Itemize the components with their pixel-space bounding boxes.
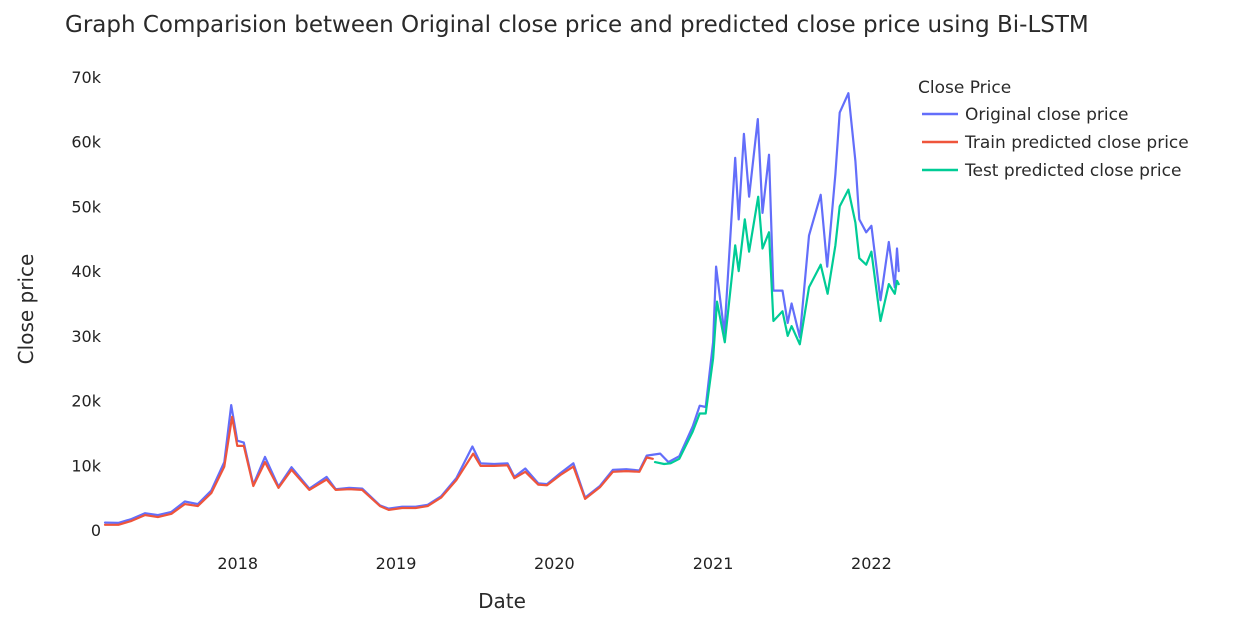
x-tick-label: 2020	[534, 554, 575, 573]
legend-label: Train predicted close price	[964, 133, 1189, 153]
x-axis-title: Date	[478, 589, 526, 613]
x-tick-label: 2019	[376, 554, 417, 573]
legend-item-2[interactable]: Train predicted close price	[922, 133, 1189, 153]
plot-area	[103, 92, 900, 526]
chart-title: Graph Comparision between Original close…	[65, 12, 1089, 38]
x-tick-label: 2022	[851, 554, 892, 573]
y-tick-label: 20k	[71, 392, 101, 411]
legend-label: Original close price	[965, 105, 1128, 125]
y-tick-label: 30k	[71, 327, 101, 346]
series-line-1[interactable]	[103, 92, 900, 525]
legend-title: Close Price	[918, 78, 1011, 98]
legend-item-1[interactable]: Original close price	[922, 105, 1128, 125]
x-axis-ticks: 2018 2019 2020 2021 2022	[217, 554, 891, 573]
y-tick-label: 60k	[71, 133, 101, 152]
x-tick-label: 2021	[693, 554, 734, 573]
y-axis-title: Close price	[14, 254, 38, 365]
series-line-2[interactable]	[103, 415, 654, 526]
y-tick-label: 40k	[71, 262, 101, 281]
y-axis-ticks: 0 10k 20k 30k 40k 50k 60k 70k	[71, 68, 101, 540]
x-tick-label: 2018	[217, 554, 258, 573]
legend-label: Test predicted close price	[964, 161, 1181, 181]
y-tick-label: 0	[91, 521, 101, 540]
y-tick-label: 50k	[71, 197, 101, 216]
y-tick-label: 10k	[71, 456, 101, 475]
series-line-3[interactable]	[653, 188, 900, 466]
y-tick-label: 70k	[71, 68, 101, 87]
legend[interactable]: Close Price Original close price Train pr…	[918, 78, 1189, 181]
legend-item-3[interactable]: Test predicted close price	[922, 161, 1181, 181]
